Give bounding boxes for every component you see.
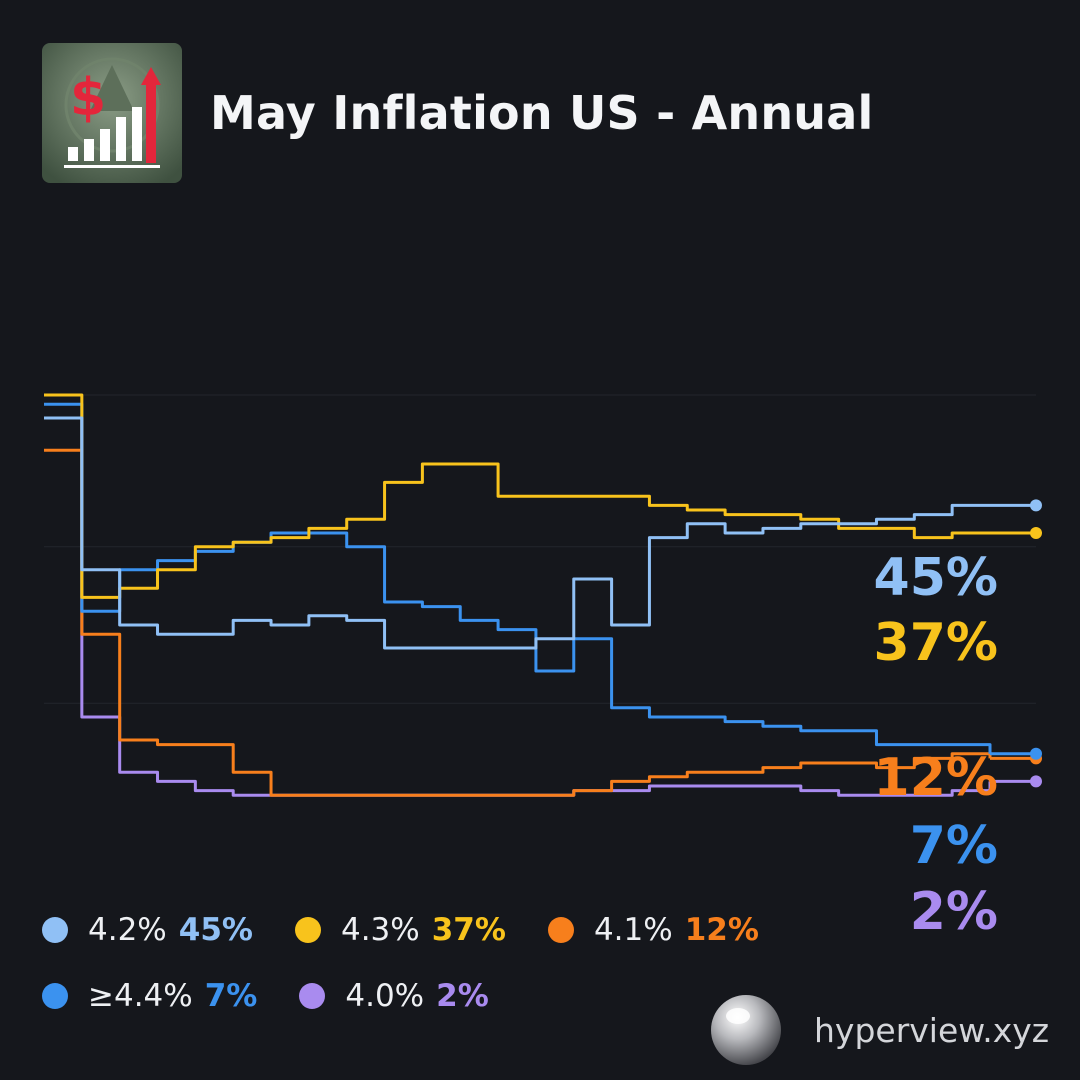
legend-dot-icon xyxy=(547,917,574,943)
legend-percent: 37% xyxy=(431,912,506,948)
end-value-label-s42: 45% xyxy=(873,548,998,608)
series-line-s42 xyxy=(44,416,990,650)
page-title: May Inflation US - Annual xyxy=(210,86,874,140)
series-line-s41 xyxy=(44,448,992,797)
series-line-s43 xyxy=(44,393,990,599)
series-end-point-s40 xyxy=(1030,775,1042,788)
legend-percent: 45% xyxy=(178,912,253,948)
legend-item-4-4-plus[interactable]: ≥4.4% 7% xyxy=(42,978,257,1014)
legend-label: 4.2% xyxy=(88,912,167,948)
brand-footer[interactable]: hyperview.xyz xyxy=(708,992,1049,1068)
legend-percent: 12% xyxy=(684,912,759,948)
line-chart xyxy=(44,393,1042,797)
chart-header: $ May Inflation US - Annual xyxy=(42,42,873,184)
legend-label: ≥4.4% xyxy=(88,978,193,1014)
legend-dot-icon xyxy=(299,983,326,1009)
legend-dot-icon xyxy=(294,917,321,943)
brand-name: hyperview.xyz xyxy=(814,1010,1050,1050)
legend-row-2: ≥4.4% 7% 4.0% 2% xyxy=(42,971,801,1021)
legend-dot-icon xyxy=(42,983,68,1009)
legend-item-4-3[interactable]: 4.3% 37% xyxy=(294,912,506,948)
inflation-dollar-chart-icon: $ xyxy=(42,43,182,183)
legend-row-1: 4.2% 45% 4.3% 37% 4.1% 12% xyxy=(42,905,801,955)
legend-label: 4.3% xyxy=(340,912,420,948)
chart-legend: 4.2% 45% 4.3% 37% 4.1% 12% ≥4.4% 7% 4.0%… xyxy=(42,905,801,1037)
legend-label: 4.1% xyxy=(593,912,673,948)
legend-percent: 7% xyxy=(204,978,258,1014)
end-value-label-s40: 2% xyxy=(909,882,998,942)
end-value-label-s43: 37% xyxy=(873,613,998,673)
legend-dot-icon xyxy=(42,917,68,943)
legend-item-4-0[interactable]: 4.0% 2% xyxy=(299,978,489,1014)
legend-item-4-1[interactable]: 4.1% 12% xyxy=(547,912,759,948)
end-value-label-s41: 12% xyxy=(873,748,998,808)
series-end-point-s42 xyxy=(1030,499,1042,512)
legend-label: 4.0% xyxy=(345,978,425,1014)
series-line-s44 xyxy=(44,402,992,754)
series-end-point-s44 xyxy=(1030,747,1042,760)
hyperview-sphere-logo-icon xyxy=(708,992,784,1068)
legend-percent: 2% xyxy=(436,978,489,1014)
series-line-s40 xyxy=(44,416,992,797)
series-end-point-s43 xyxy=(1030,527,1042,539)
svg-text:$: $ xyxy=(70,68,106,128)
legend-item-4-2[interactable]: 4.2% 45% xyxy=(42,912,253,948)
end-value-label-s44: 7% xyxy=(909,816,998,876)
